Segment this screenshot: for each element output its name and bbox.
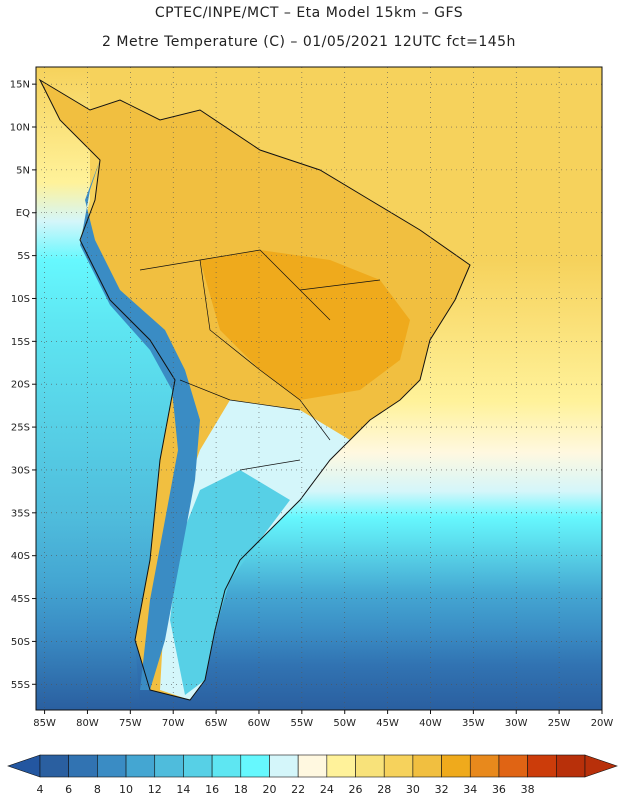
colorbar-label: 24: [320, 783, 334, 796]
colorbar-swatch: [441, 754, 471, 778]
colorbar-swatch: [412, 754, 442, 778]
colorbar-swatch: [469, 754, 500, 778]
lon-tick-label: 65W: [205, 718, 228, 729]
lat-tick-label: 20S: [11, 380, 30, 391]
lat-tick-label: 10S: [11, 294, 30, 305]
lon-tick-label: 70W: [162, 718, 185, 729]
colorbar-under-arrow: [7, 754, 41, 778]
lon-tick-label: 85W: [33, 718, 56, 729]
lat-tick-label: 5S: [17, 251, 30, 262]
colorbar-swatch: [68, 754, 98, 778]
lat-tick-label: 15S: [11, 337, 30, 348]
colorbar-label: 18: [234, 783, 248, 796]
colorbar-swatch: [383, 754, 414, 778]
longitude-axis: 85W 80W 75W 70W 65W 60W 55W 50W 45W 40W 35W 30W 25W 2…: [33, 710, 613, 729]
colorbar-label: 16: [205, 783, 219, 796]
colorbar-label: 10: [119, 783, 133, 796]
colorbar-label: 28: [377, 783, 391, 796]
colorbar-swatch: [240, 754, 270, 778]
colorbar-label: 6: [65, 783, 72, 796]
lon-tick-label: 75W: [119, 718, 142, 729]
lat-tick-label: 10N: [10, 123, 30, 134]
colorbar-label: 36: [492, 783, 506, 796]
colorbar-swatch: [527, 754, 557, 778]
colorbar: 4 6 8 10 12 14 16 18 20 22 24 26 28 30 32 34 36 38: [7, 754, 618, 796]
coastline: [38, 78, 471, 701]
colorbar-label: 32: [435, 783, 449, 796]
lat-tick-label: 25S: [11, 423, 30, 434]
colorbar-swatch: [297, 754, 328, 778]
colorbar-over-arrow: [584, 754, 618, 778]
lat-tick-label: EQ: [16, 208, 30, 219]
colorbar-swatch: [39, 754, 69, 778]
colorbar-swatch: [355, 754, 385, 778]
lat-tick-label: 5N: [16, 165, 30, 176]
lon-tick-label: 80W: [76, 718, 99, 729]
latitude-axis: 15N 10N 5N EQ 5S 10S 15S 20S 25S 30S 35S 40S 45S 50S 5…: [10, 80, 36, 691]
lon-tick-label: 30W: [505, 718, 528, 729]
lon-tick-label: 25W: [548, 718, 571, 729]
colorbar-swatch: [556, 754, 586, 778]
lat-tick-label: 55S: [11, 680, 30, 691]
colorbar-swatch: [154, 754, 184, 778]
colorbar-swatch: [183, 754, 213, 778]
lon-tick-label: 35W: [462, 718, 485, 729]
lat-tick-label: 50S: [11, 637, 30, 648]
lat-lon-grid: [36, 67, 602, 710]
map-frame: [35, 66, 603, 711]
colorbar-swatch: [125, 754, 156, 778]
lat-tick-label: 45S: [11, 594, 30, 605]
colorbar-label: 12: [148, 783, 162, 796]
chart-subtitle: 2 Metre Temperature (C) – 01/05/2021 12U…: [102, 34, 516, 50]
colorbar-swatch: [211, 754, 242, 778]
pacific-field: [36, 67, 175, 710]
map-field: [36, 67, 602, 710]
lon-tick-label: 20W: [591, 718, 614, 729]
lon-tick-label: 40W: [419, 718, 442, 729]
colorbar-label: 30: [406, 783, 420, 796]
colorbar-swatch: [498, 754, 528, 778]
country-borders: [139, 249, 381, 471]
colorbar-label: 4: [37, 783, 44, 796]
colorbar-swatch: [269, 754, 299, 778]
lat-tick-label: 35S: [11, 508, 30, 519]
colorbar-label: 38: [521, 783, 535, 796]
colorbar-swatch: [97, 754, 127, 778]
colorbar-label: 34: [463, 783, 477, 796]
lon-tick-label: 60W: [248, 718, 271, 729]
lon-tick-label: 45W: [376, 718, 399, 729]
land-field: [40, 80, 470, 700]
lat-tick-label: 30S: [11, 465, 30, 476]
colorbar-label: 20: [262, 783, 276, 796]
chart-title: CPTEC/INPE/MCT – Eta Model 15km – GFS: [154, 5, 464, 21]
lon-tick-label: 55W: [291, 718, 314, 729]
colorbar-label: 26: [349, 783, 363, 796]
colorbar-swatch: [326, 754, 356, 778]
colorbar-label: 22: [291, 783, 305, 796]
colorbar-label: 14: [176, 783, 190, 796]
cold-zone: [170, 470, 290, 695]
lon-tick-label: 50W: [333, 718, 356, 729]
andes-ridge: [80, 160, 200, 690]
colorbar-label: 8: [94, 783, 101, 796]
hot-zone: [200, 250, 410, 400]
lat-tick-label: 15N: [10, 80, 30, 91]
lat-tick-label: 40S: [11, 551, 30, 562]
